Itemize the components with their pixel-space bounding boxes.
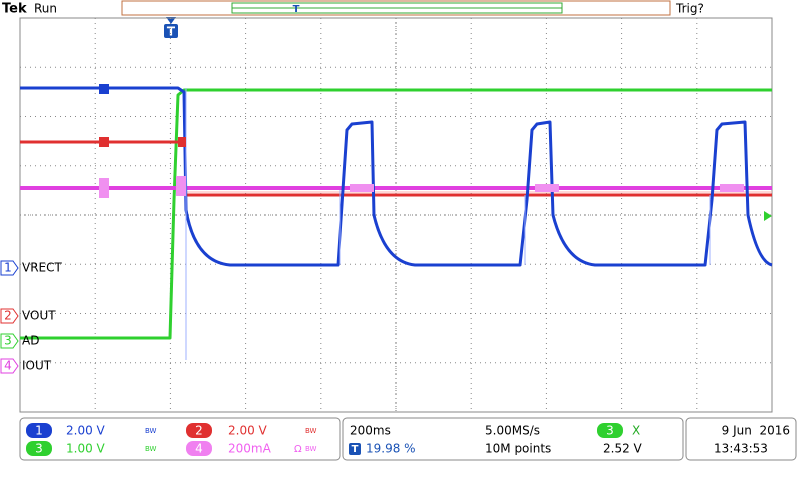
channel-number: 1 <box>4 261 12 275</box>
clock-panel <box>685 417 797 461</box>
channel-labels: 1 VRECT 2 VOUT 3 AD 4 IOUT <box>0 260 63 374</box>
trigger-marker-box <box>164 24 178 38</box>
graticule-border <box>19 17 773 413</box>
ch-badges <box>26 423 623 456</box>
ch2-bw: BW <box>305 427 317 435</box>
trigger-level-marker <box>764 211 772 221</box>
channel-marker <box>0 308 19 324</box>
channel-label: VRECT <box>22 261 63 275</box>
ch4-bw: BW <box>305 445 317 453</box>
channel-number: 3 <box>4 334 12 348</box>
channel-marker <box>0 358 19 374</box>
record-length: 10M points <box>485 442 551 456</box>
sample-rate: 5.00MS/s <box>485 424 540 438</box>
ch3-scale: 1.00 V <box>66 442 106 456</box>
ch3-badge: 3 <box>35 442 43 456</box>
trigger-source: 3 <box>606 424 614 438</box>
ch4-scale: 200mA <box>228 442 272 456</box>
run-status: Run <box>34 2 57 16</box>
channel-label: VOUT <box>22 309 56 323</box>
channel-number: 4 <box>4 359 12 373</box>
channel-label: IOUT <box>22 359 52 373</box>
trace-ch1 <box>20 86 773 267</box>
trigger-marker: T <box>167 25 176 39</box>
graticule <box>20 18 772 412</box>
trigger-slope: X <box>632 424 640 438</box>
trigger-pos-icon: T <box>352 444 359 455</box>
trigger-position: 19.98 % <box>366 442 416 456</box>
ch1-bw: BW <box>145 427 157 435</box>
vertical-panel <box>19 417 341 461</box>
ch2-scale: 2.00 V <box>228 424 268 438</box>
time: 13:43:53 <box>714 442 768 456</box>
timebase: 200ms <box>350 424 391 438</box>
trigger-level: 2.52 V <box>603 442 643 456</box>
ch1-scale: 2.00 V <box>66 424 106 438</box>
position-markers <box>99 84 744 198</box>
ch1-badge: 1 <box>35 424 43 438</box>
record-trigger: T <box>293 4 300 15</box>
ch2-badge: 2 <box>195 424 203 438</box>
brand: Tek <box>2 2 27 17</box>
ch3-bw: BW <box>145 445 157 453</box>
trigger-arrow <box>166 17 176 24</box>
ch4-badge: 4 <box>195 442 203 456</box>
ch4-ohm: Ω <box>294 444 302 455</box>
trace-ch1-spikes <box>185 88 711 360</box>
channel-marker <box>0 260 19 276</box>
channel-number: 2 <box>4 309 12 323</box>
channel-label: AD <box>22 334 39 348</box>
trace-ch3 <box>20 88 772 340</box>
date: 9 Jun 2016 <box>722 424 790 438</box>
channel-marker <box>0 333 19 349</box>
trigger-status: Trig? <box>675 2 704 16</box>
